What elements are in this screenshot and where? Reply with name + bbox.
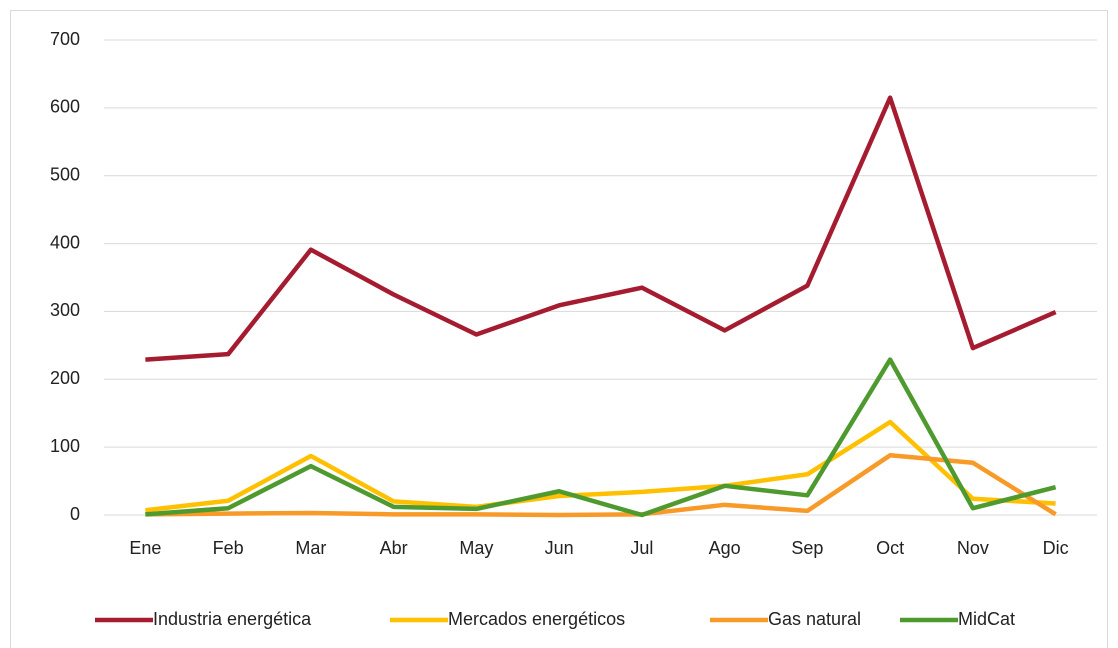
series-line	[145, 419, 1056, 513]
legend-label: MidCat	[958, 609, 1015, 629]
legend-label: Gas natural	[768, 609, 861, 629]
y-tick-label: 700	[50, 29, 80, 49]
x-tick-label: Oct	[876, 538, 904, 558]
y-tick-label: 0	[70, 504, 80, 524]
x-tick-label: Dic	[1043, 538, 1069, 558]
x-tick-label: Ago	[709, 538, 741, 558]
x-tick-label: Ene	[129, 538, 161, 558]
x-tick-label: Abr	[380, 538, 408, 558]
x-tick-label: Jun	[545, 538, 574, 558]
y-tick-label: 600	[50, 97, 80, 117]
x-tick-label: Jul	[630, 538, 653, 558]
x-tick-label: Nov	[957, 538, 989, 558]
y-tick-label: 100	[50, 436, 80, 456]
x-tick-label: Mar	[295, 538, 326, 558]
series-line	[145, 453, 1057, 518]
series-line	[145, 95, 1057, 362]
chart-border	[10, 10, 1108, 648]
y-tick-label: 200	[50, 368, 80, 388]
y-tick-label: 400	[50, 232, 80, 252]
legend-label: Industria energética	[153, 609, 312, 629]
x-tick-label: Feb	[213, 538, 244, 558]
y-tick-label: 500	[50, 164, 80, 184]
x-tick-label: Sep	[791, 538, 823, 558]
y-tick-label: 300	[50, 300, 80, 320]
series-line	[145, 357, 1057, 518]
x-tick-label: May	[459, 538, 493, 558]
legend-label: Mercados energéticos	[448, 609, 625, 629]
